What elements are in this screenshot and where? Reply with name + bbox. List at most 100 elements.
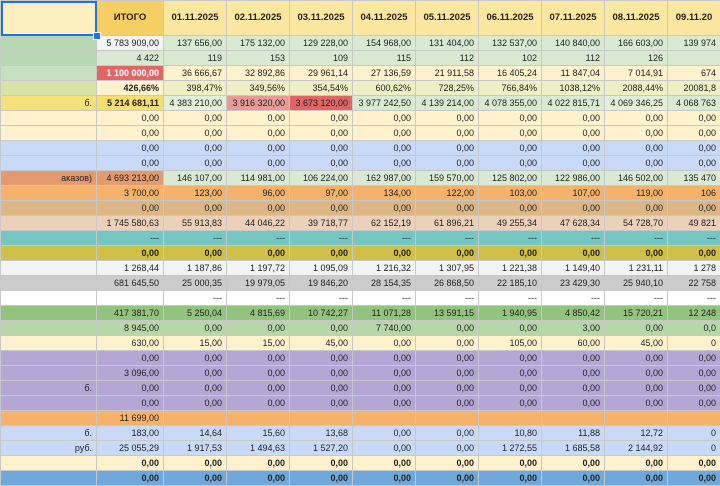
row-label [1, 216, 97, 231]
value-cell: 11 847,04 [542, 66, 605, 81]
value-cell: 0,00 [668, 201, 720, 216]
total-cell [97, 291, 164, 306]
value-cell [164, 411, 227, 426]
selection-handle[interactable] [93, 32, 101, 40]
total-cell: 1 745 580,63 [97, 216, 164, 231]
value-cell: 137 656,00 [164, 36, 227, 51]
value-cell: 106 224,00 [290, 171, 353, 186]
value-cell: 0,00 [605, 381, 668, 396]
value-cell: 0,00 [227, 201, 290, 216]
value-cell: 0,00 [353, 126, 416, 141]
value-cell: 0,00 [479, 366, 542, 381]
value-cell: 0,00 [290, 201, 353, 216]
value-cell: 103,00 [479, 186, 542, 201]
value-cell: 122,00 [416, 186, 479, 201]
value-cell: --- [668, 291, 720, 306]
column-header: 07.11.2025 [542, 1, 605, 36]
value-cell: 0,00 [290, 471, 353, 486]
value-cell: 0,00 [227, 351, 290, 366]
value-cell: 146 502,00 [605, 171, 668, 186]
value-cell: 112 [416, 51, 479, 66]
value-cell: 0,00 [605, 156, 668, 171]
value-cell: 162 987,00 [353, 171, 416, 186]
value-cell: 0,00 [605, 141, 668, 156]
value-cell: 0,00 [668, 246, 720, 261]
value-cell: 0,00 [164, 141, 227, 156]
value-cell: 0,00 [290, 381, 353, 396]
value-cell: 0,00 [164, 126, 227, 141]
value-cell: 0,00 [353, 246, 416, 261]
value-cell: 26 868,50 [416, 276, 479, 291]
value-cell: 159 570,00 [416, 171, 479, 186]
value-cell: 0,00 [668, 381, 720, 396]
row-label [1, 396, 97, 411]
value-cell: 0,00 [416, 111, 479, 126]
value-cell: --- [542, 291, 605, 306]
value-cell: 62 152,19 [353, 216, 416, 231]
value-cell: 0,00 [290, 111, 353, 126]
value-cell: --- [416, 231, 479, 246]
value-cell: 0,00 [290, 366, 353, 381]
total-cell: 0,00 [97, 381, 164, 396]
value-cell: 13,68 [290, 426, 353, 441]
column-header [1, 1, 97, 36]
column-header: 08.11.2025 [605, 1, 668, 36]
value-cell: 0,00 [353, 111, 416, 126]
value-cell: 13 591,15 [416, 306, 479, 321]
value-cell: --- [479, 231, 542, 246]
row-label [1, 456, 97, 471]
column-header: 01.11.2025 [164, 1, 227, 36]
value-cell: 0,00 [164, 351, 227, 366]
value-cell: 0,00 [542, 396, 605, 411]
value-cell: 7 740,00 [353, 321, 416, 336]
value-cell: 12,72 [605, 426, 668, 441]
value-cell: 0,00 [353, 201, 416, 216]
value-cell: 0,00 [353, 336, 416, 351]
value-cell: 0,00 [164, 201, 227, 216]
value-cell: 1 187,86 [164, 261, 227, 276]
row-label [1, 366, 97, 381]
value-cell: 0,00 [479, 456, 542, 471]
value-cell: 140 840,00 [542, 36, 605, 51]
value-cell: 0,00 [668, 126, 720, 141]
value-cell: 0,00 [353, 381, 416, 396]
value-cell: 0,00 [416, 246, 479, 261]
value-cell: 4 815,69 [227, 306, 290, 321]
value-cell: 0,00 [479, 321, 542, 336]
value-cell: 22 758 [668, 276, 720, 291]
value-cell: 0,00 [668, 471, 720, 486]
value-cell: --- [164, 231, 227, 246]
value-cell: 106 [668, 186, 720, 201]
value-cell: 0,00 [227, 321, 290, 336]
value-cell: 119,00 [605, 186, 668, 201]
value-cell: 0,00 [416, 426, 479, 441]
value-cell: 0 [668, 426, 720, 441]
row-label [1, 411, 97, 426]
value-cell: 47 628,34 [542, 216, 605, 231]
total-cell: 25 055,29 [97, 441, 164, 456]
value-cell: 11,88 [542, 426, 605, 441]
value-cell: 0,00 [479, 471, 542, 486]
value-cell: 0,00 [605, 366, 668, 381]
row-label [1, 36, 97, 51]
value-cell [416, 411, 479, 426]
value-cell: 0,00 [542, 126, 605, 141]
value-cell: 1 231,11 [605, 261, 668, 276]
value-cell: 2 144,92 [605, 441, 668, 456]
value-cell: 0,00 [416, 471, 479, 486]
value-cell: 16 405,24 [479, 66, 542, 81]
value-cell: 4 850,42 [542, 306, 605, 321]
row-label [1, 261, 97, 276]
value-cell: --- [416, 291, 479, 306]
value-cell: 0,00 [542, 201, 605, 216]
value-cell: 115 [353, 51, 416, 66]
